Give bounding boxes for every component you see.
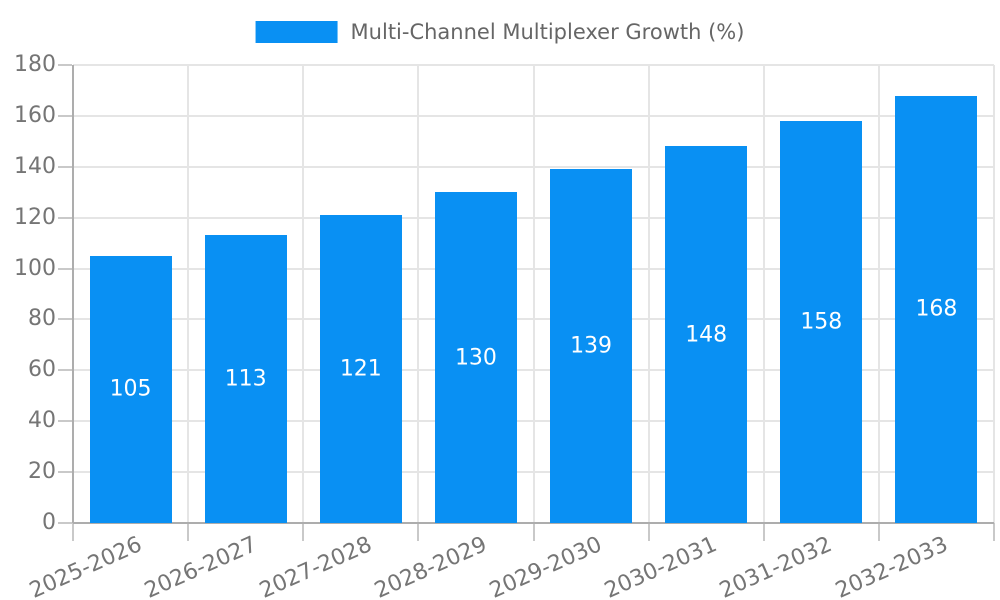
x-axis-tick <box>72 523 74 541</box>
x-tick-label: 2031-2032 <box>716 532 837 600</box>
x-axis-tick <box>762 523 765 541</box>
bar: 121 <box>319 215 402 523</box>
v-gridline <box>302 65 305 523</box>
bar: 113 <box>204 235 287 523</box>
bar: 168 <box>895 95 978 523</box>
bar: 130 <box>434 192 517 523</box>
bar-value-label: 121 <box>339 356 382 382</box>
x-tick-label: 2026-2027 <box>140 532 261 600</box>
bar: 139 <box>550 169 633 523</box>
x-tick-label: 2025-2026 <box>25 532 146 600</box>
y-tick-label: 40 <box>28 408 56 434</box>
bar: 158 <box>780 120 863 523</box>
v-gridline <box>187 65 190 523</box>
v-gridline <box>532 65 535 523</box>
bar-value-label: 113 <box>224 366 267 392</box>
x-axis-tick <box>417 523 420 541</box>
y-axis-tick <box>58 114 72 117</box>
x-axis-tick <box>877 523 880 541</box>
y-axis-tick <box>58 471 72 474</box>
x-tick-label: 2028-2029 <box>370 532 491 600</box>
y-tick-label: 20 <box>28 459 56 485</box>
y-axis-tick <box>58 267 72 270</box>
bar-value-label: 168 <box>915 296 958 322</box>
x-tick-label: 2027-2028 <box>255 532 376 600</box>
bar: 148 <box>665 146 748 523</box>
y-tick-label: 0 <box>42 510 56 535</box>
x-axis-tick <box>187 523 190 541</box>
y-axis-tick <box>58 522 72 524</box>
y-axis-tick <box>58 369 72 372</box>
bar-value-label: 139 <box>570 333 613 359</box>
v-gridline <box>647 65 650 523</box>
x-tick-label: 2029-2030 <box>486 532 606 600</box>
bar: 105 <box>89 255 172 523</box>
y-axis-tick <box>58 318 72 321</box>
y-tick-label: 120 <box>14 204 56 230</box>
x-axis-tick <box>302 523 305 541</box>
y-axis-tick <box>58 64 72 66</box>
x-axis-tick <box>993 523 995 541</box>
v-gridline <box>417 65 420 523</box>
x-axis-tick <box>532 523 535 541</box>
v-gridline <box>877 65 880 523</box>
y-axis-tick <box>58 216 72 219</box>
x-tick-label: 2032-2033 <box>831 532 952 600</box>
y-tick-label: 80 <box>28 306 56 332</box>
y-tick-label: 60 <box>28 357 56 383</box>
bar-value-label: 158 <box>800 309 843 335</box>
y-tick-label: 100 <box>14 255 56 281</box>
chart-legend: Multi-Channel Multiplexer Growth (%) <box>255 20 745 44</box>
legend-label: Multi-Channel Multiplexer Growth (%) <box>350 20 745 44</box>
legend-swatch <box>255 21 338 43</box>
x-axis-line <box>73 522 994 524</box>
bar-value-label: 105 <box>109 376 152 402</box>
x-tick-label: 2030-2031 <box>601 532 721 600</box>
bar-value-label: 148 <box>685 322 728 348</box>
bar-value-label: 130 <box>454 345 497 371</box>
y-axis-tick <box>58 165 72 168</box>
y-tick-label: 140 <box>14 153 56 179</box>
v-gridline <box>762 65 765 523</box>
v-gridline <box>993 65 995 523</box>
y-axis-tick <box>58 420 72 423</box>
y-axis-line <box>72 65 74 523</box>
x-axis-tick <box>647 523 650 541</box>
y-tick-label: 160 <box>14 102 56 128</box>
y-tick-label: 180 <box>14 52 56 77</box>
